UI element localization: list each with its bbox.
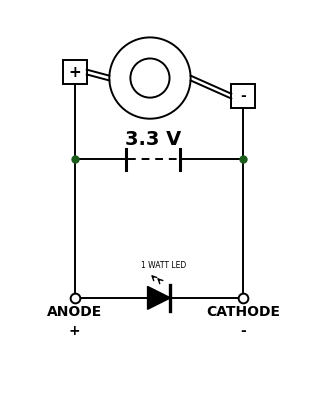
- Text: CATHODE
-: CATHODE -: [206, 305, 280, 338]
- Polygon shape: [148, 286, 170, 309]
- Text: 3.3 V: 3.3 V: [125, 130, 181, 149]
- Bar: [63, 60, 87, 84]
- Text: ANODE
+: ANODE +: [47, 305, 102, 338]
- Text: 1 WATT LED: 1 WATT LED: [141, 261, 186, 270]
- Bar: [231, 84, 255, 108]
- Text: +: +: [68, 65, 81, 79]
- Text: -: -: [240, 89, 246, 103]
